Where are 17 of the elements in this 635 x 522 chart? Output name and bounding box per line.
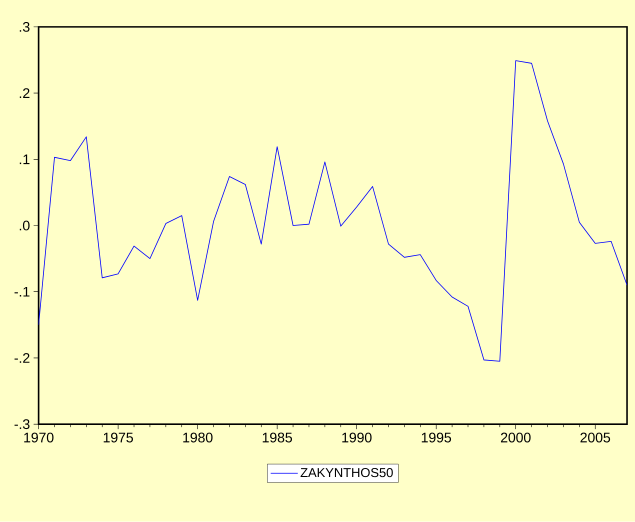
x-tick-label: 1980	[183, 432, 213, 443]
y-tick-label: -.1	[14, 287, 30, 297]
x-tick-label: 1995	[422, 432, 452, 443]
y-tick-label: -.3	[14, 419, 30, 430]
legend-label: ZAKYNTHOS50	[300, 468, 393, 478]
x-tick-label: 1975	[104, 432, 133, 443]
y-tick-label: .0	[20, 220, 30, 231]
y-tick-label: .1	[20, 154, 30, 164]
x-tick-label: 1970	[24, 432, 54, 443]
y-tick-label: -.2	[14, 353, 30, 363]
x-tick-label: 2005	[580, 432, 610, 443]
x-tick-label: 2000	[500, 432, 531, 443]
y-tick-label: .3	[20, 22, 30, 32]
y-tick-label: .2	[20, 88, 30, 98]
x-tick-label: 1985	[262, 432, 292, 443]
line-series	[38, 60, 628, 362]
x-tick-label: 1990	[342, 432, 372, 443]
